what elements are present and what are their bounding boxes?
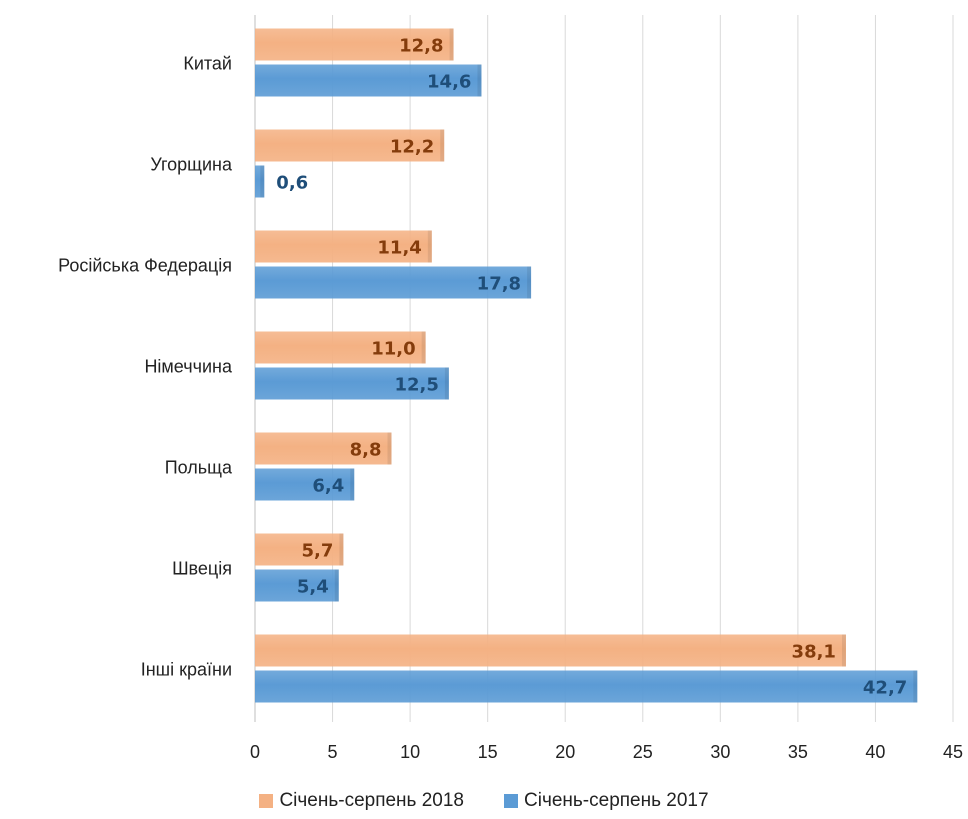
category-label: Угорщина [150, 155, 233, 175]
legend: Січень-серпень 2018 Січень-серпень 2017 [0, 790, 968, 812]
x-tick-label: 45 [943, 742, 963, 762]
data-label: 11,0 [371, 339, 415, 360]
data-label: 17,8 [477, 274, 521, 295]
x-tick-label: 35 [788, 742, 808, 762]
bar-2017 [255, 670, 918, 703]
bar-edge-shade [841, 634, 846, 667]
bar-edge-shade [449, 28, 454, 61]
category-label: Німеччина [144, 357, 233, 377]
data-label: 14,6 [427, 72, 471, 93]
legend-swatch-2017 [504, 794, 518, 808]
x-tick-label: 0 [250, 742, 260, 762]
legend-swatch-2018 [259, 794, 274, 808]
bar-2017 [255, 64, 482, 97]
bar-2017 [255, 569, 339, 602]
labels: 0 5 10 15 20 25 30 35 40 45 Китай 12,8 14,6 Угорщина 1… [58, 36, 963, 763]
category-label: Швеція [172, 559, 232, 579]
data-label: 12,2 [390, 137, 434, 158]
bars [255, 28, 918, 703]
bar-edge-shade [440, 129, 445, 162]
bar-edge-shade [350, 468, 355, 501]
legend-item-2017: Січень-серпень 2017 [504, 790, 709, 812]
x-tick-label: 30 [710, 742, 730, 762]
bar-edge-shade [427, 230, 432, 263]
bar-edge-shade [913, 670, 918, 703]
category-label: Китай [183, 54, 232, 74]
data-label: 5,7 [302, 541, 334, 562]
x-tick-label: 40 [865, 742, 885, 762]
data-label: 6,4 [312, 476, 344, 497]
bar-2017 [255, 165, 265, 198]
data-label: 8,8 [350, 440, 382, 461]
bar-2018 [255, 28, 454, 61]
x-tick-label: 15 [478, 742, 498, 762]
bar-2018 [255, 230, 432, 263]
x-tick-label: 20 [555, 742, 575, 762]
bar-2018 [255, 129, 445, 162]
bar-edge-shade [339, 533, 344, 566]
bar-2018 [255, 634, 846, 667]
bar-edge-shade [421, 331, 426, 364]
legend-label-2017: Січень-серпень 2017 [524, 790, 709, 811]
bar-2017 [255, 367, 449, 400]
x-tick-label: 10 [400, 742, 420, 762]
bar-edge-shade [334, 569, 339, 602]
category-label: Російська Федерація [58, 256, 232, 276]
data-label: 42,7 [863, 678, 907, 699]
bar-2018 [255, 432, 392, 465]
bar-edge-shade [527, 266, 532, 299]
bar-2018 [255, 331, 426, 364]
x-tick-label: 5 [328, 742, 338, 762]
bar-2017 [255, 266, 532, 299]
x-tick-label: 25 [633, 742, 653, 762]
bar-edge-shade [260, 165, 265, 198]
legend-item-2018: Січень-серпень 2018 [259, 790, 464, 812]
data-label: 38,1 [792, 642, 836, 663]
data-label: 12,5 [394, 375, 438, 396]
legend-label-2018: Січень-серпень 2018 [279, 790, 464, 811]
bar-edge-shade [444, 367, 449, 400]
data-label: 5,4 [297, 577, 329, 598]
bar-2017 [255, 468, 355, 501]
data-label: 11,4 [377, 238, 421, 259]
data-label: 0,6 [276, 173, 308, 194]
bar-edge-shade [387, 432, 392, 465]
bar-edge-shade [477, 64, 482, 97]
bar-2018 [255, 533, 344, 566]
category-label: Інші країни [141, 660, 232, 680]
category-label: Польща [165, 458, 233, 478]
data-label: 12,8 [399, 36, 443, 57]
